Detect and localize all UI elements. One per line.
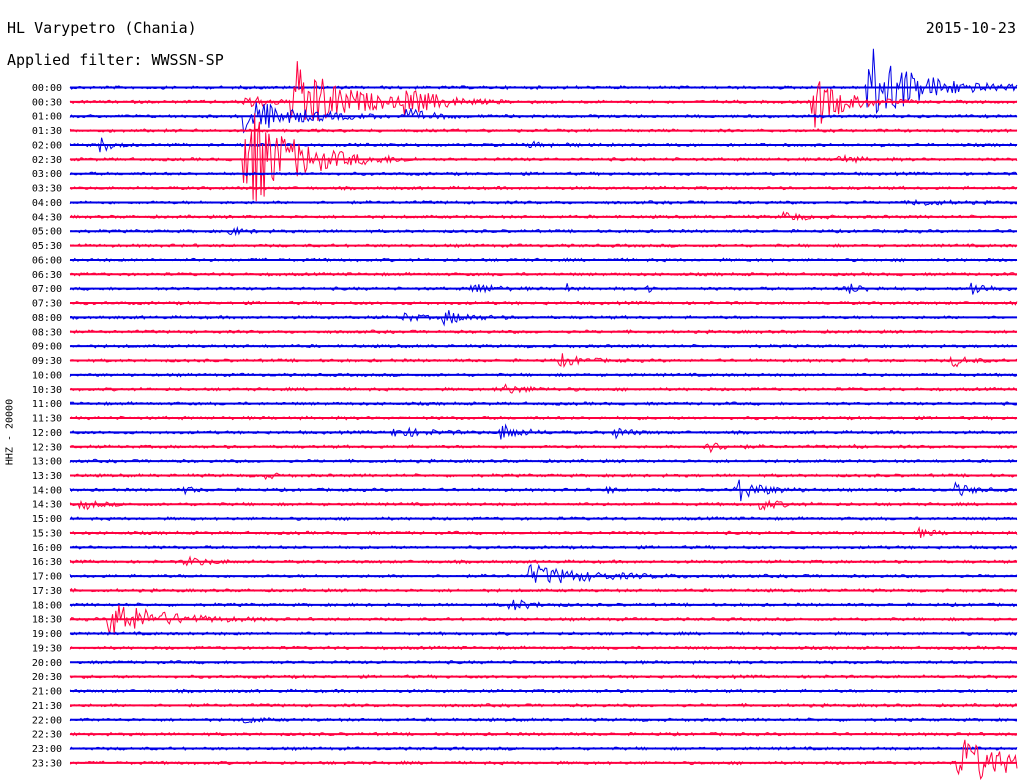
row-time-label: 02:00 <box>32 140 62 151</box>
row-time-label: 14:30 <box>32 500 62 511</box>
row-time-label: 13:00 <box>32 457 62 468</box>
row-time-label: 11:30 <box>32 414 62 425</box>
row-label-group: 00:00 00:30 01:00 01:30 02:00 02:30 03:00 03:30… <box>32 83 62 769</box>
row-time-label: 21:00 <box>32 687 62 698</box>
row-time-label: 03:00 <box>32 169 62 180</box>
row-time-label: 10:30 <box>32 385 62 396</box>
trace-group <box>69 48 1018 780</box>
row-time-label: 01:00 <box>32 112 62 123</box>
row-time-label: 00:00 <box>32 83 62 94</box>
row-time-label: 00:30 <box>32 97 62 108</box>
row-time-label: 15:30 <box>32 528 62 539</box>
row-time-label: 19:30 <box>32 643 62 654</box>
trace-row <box>69 739 1018 780</box>
row-time-label: 19:00 <box>32 629 62 640</box>
row-time-label: 04:30 <box>32 212 62 223</box>
row-time-label: 18:30 <box>32 615 62 626</box>
row-time-label: 22:30 <box>32 730 62 741</box>
row-time-label: 20:30 <box>32 672 62 683</box>
row-time-label: 17:00 <box>32 572 62 583</box>
trace-row <box>69 563 1018 584</box>
filter-label: Applied filter: WWSSN-SP <box>7 51 224 69</box>
row-time-label: 22:00 <box>32 715 62 726</box>
row-time-label: 06:30 <box>32 270 62 281</box>
row-time-label: 09:00 <box>32 342 62 353</box>
row-time-label: 23:00 <box>32 744 62 755</box>
row-time-label: 09:30 <box>32 356 62 367</box>
row-time-label: 05:00 <box>32 227 62 238</box>
row-time-label: 10:00 <box>32 370 62 381</box>
trace-row <box>69 102 1018 134</box>
row-time-label: 17:30 <box>32 586 62 597</box>
plot-date: 2015-10-23 <box>925 19 1016 37</box>
row-time-label: 15:00 <box>32 514 62 525</box>
row-time-label: 07:00 <box>32 284 62 295</box>
row-time-label: 01:30 <box>32 126 62 137</box>
row-time-label: 13:30 <box>32 471 62 482</box>
row-time-label: 23:30 <box>32 758 62 769</box>
station-title: HL Varypetro (Chania) <box>7 19 197 37</box>
row-time-label: 08:00 <box>32 313 62 324</box>
row-time-label: 20:00 <box>32 658 62 669</box>
row-time-label: 02:30 <box>32 155 62 166</box>
row-time-label: 16:30 <box>32 557 62 568</box>
row-time-label: 08:30 <box>32 327 62 338</box>
row-time-label: 05:30 <box>32 241 62 252</box>
row-time-label: 16:00 <box>32 543 62 554</box>
row-time-label: 07:30 <box>32 299 62 310</box>
row-time-label: 12:00 <box>32 428 62 439</box>
row-time-label: 18:00 <box>32 600 62 611</box>
row-time-label: 04:00 <box>32 198 62 209</box>
row-time-label: 06:00 <box>32 255 62 266</box>
row-time-label: 21:30 <box>32 701 62 712</box>
row-time-label: 11:00 <box>32 399 62 410</box>
row-time-label: 03:30 <box>32 184 62 195</box>
row-time-label: 14:00 <box>32 485 62 496</box>
row-time-label: 12:30 <box>32 442 62 453</box>
